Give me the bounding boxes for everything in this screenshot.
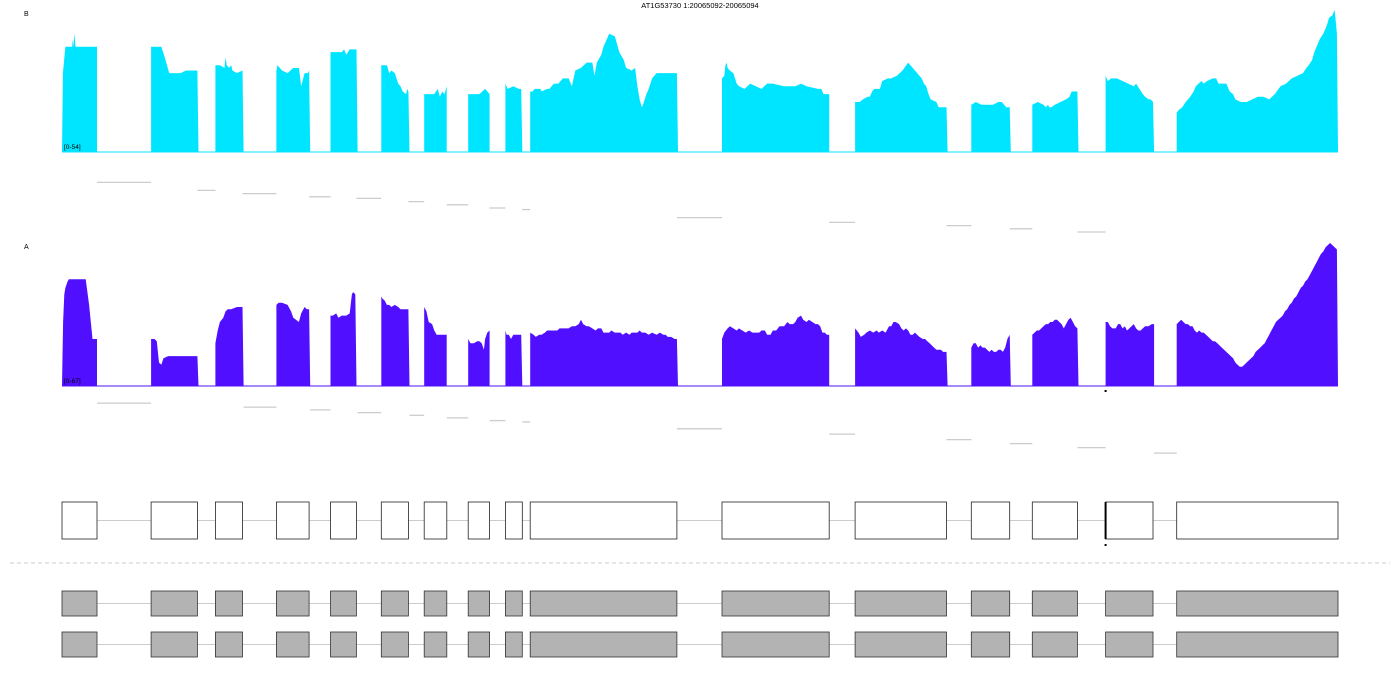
model-exon — [330, 590, 357, 617]
model-exon — [504, 631, 523, 658]
coverage-track-a: A [0-67] — [24, 243, 1338, 454]
model-exon — [1176, 590, 1339, 617]
exon-box — [150, 501, 198, 540]
exon-box — [721, 501, 830, 540]
model-exon — [1031, 590, 1078, 617]
model-exon — [970, 631, 1011, 658]
exon-box — [504, 501, 523, 540]
exon-box — [275, 501, 310, 540]
exon-box — [467, 501, 491, 540]
track-range-label: [0-67] — [64, 378, 81, 385]
position-marker-dot — [1104, 544, 1107, 546]
model-exon — [61, 590, 98, 617]
exon-box — [970, 501, 1011, 540]
model-exon — [214, 590, 243, 617]
model-exon — [721, 590, 830, 617]
exon-box — [854, 501, 947, 540]
model-exon — [214, 631, 243, 658]
model-exon — [529, 590, 678, 617]
model-exon — [721, 631, 830, 658]
exon-box — [214, 501, 243, 540]
exon-structure — [61, 501, 1339, 546]
model-exon — [380, 631, 409, 658]
gene-models — [61, 590, 1339, 658]
track-label: A — [24, 244, 29, 251]
model-exon — [1031, 631, 1078, 658]
coverage-area — [62, 243, 1338, 386]
exon-box — [380, 501, 409, 540]
model-exon — [150, 590, 198, 617]
model-exon — [275, 631, 310, 658]
exon-box — [529, 501, 678, 540]
exon-box — [61, 501, 98, 540]
model-exon — [529, 631, 678, 658]
exon-box — [1031, 501, 1078, 540]
model-exon — [423, 631, 448, 658]
model-exon — [275, 590, 310, 617]
model-exon — [150, 631, 198, 658]
model-exon — [467, 631, 491, 658]
exon-box — [1105, 501, 1154, 540]
model-exon — [970, 590, 1011, 617]
model-exon — [854, 590, 947, 617]
plot-title: AT1G53730 1:20065092-20065094 — [641, 1, 758, 10]
model-exon — [330, 631, 357, 658]
position-marker-dot — [1104, 390, 1107, 392]
model-exon — [1105, 590, 1154, 617]
model-exon — [504, 590, 523, 617]
exon-box — [423, 501, 448, 540]
gene-model — [61, 590, 1339, 617]
exon-box — [1176, 501, 1339, 540]
gene-model — [61, 631, 1339, 658]
model-exon — [467, 590, 491, 617]
model-exon — [380, 590, 409, 617]
coverage-track-b: B [0-54] — [24, 10, 1338, 233]
model-exon — [854, 631, 947, 658]
track-range-label: [0-54] — [64, 144, 81, 151]
exon-box — [330, 501, 357, 540]
model-exon — [1105, 631, 1154, 658]
track-label: B — [24, 11, 29, 18]
model-exon — [423, 590, 448, 617]
coverage-area — [62, 10, 1338, 152]
model-exon — [61, 631, 98, 658]
tracks-layer: B [0-54] A [0-67] — [24, 10, 1338, 454]
model-exon — [1176, 631, 1339, 658]
